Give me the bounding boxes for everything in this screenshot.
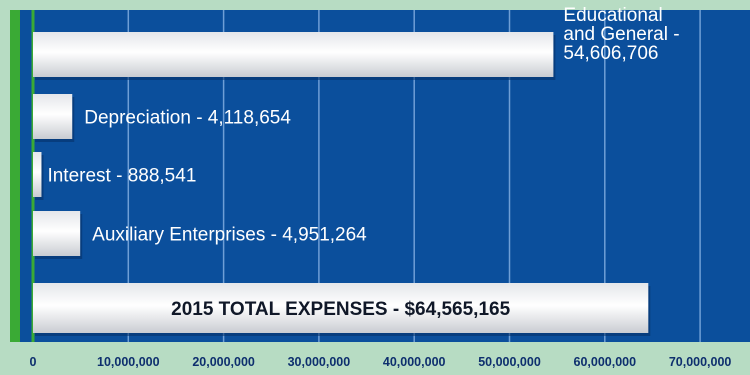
bar-data-label: 2015 TOTAL EXPENSES - $64,565,165 — [171, 299, 510, 320]
x-tick-label: 40,000,000 — [383, 355, 446, 369]
x-tick-label: 20,000,000 — [192, 355, 255, 369]
bar — [33, 152, 42, 197]
bar-data-label: and General - — [563, 24, 679, 45]
x-tick-label: 30,000,000 — [288, 355, 351, 369]
bar — [33, 283, 649, 333]
bar-data-label: Auxiliary Enterprises - 4,951,264 — [92, 225, 367, 246]
x-tick-label: 70,000,000 — [669, 355, 732, 369]
bar — [33, 32, 554, 77]
bar — [33, 94, 73, 139]
bar-data-label: Depreciation - 4,118,654 — [84, 108, 291, 129]
x-tick-label: 10,000,000 — [97, 355, 160, 369]
bar — [33, 211, 81, 256]
x-tick-label: 0 — [30, 355, 37, 369]
x-tick-label: 60,000,000 — [574, 355, 637, 369]
bar-data-label: Interest - 888,541 — [47, 166, 196, 187]
bar-data-label: 54,606,706 — [563, 43, 658, 64]
x-tick-label: 50,000,000 — [478, 355, 541, 369]
bar-data-label: Educational — [563, 5, 662, 26]
